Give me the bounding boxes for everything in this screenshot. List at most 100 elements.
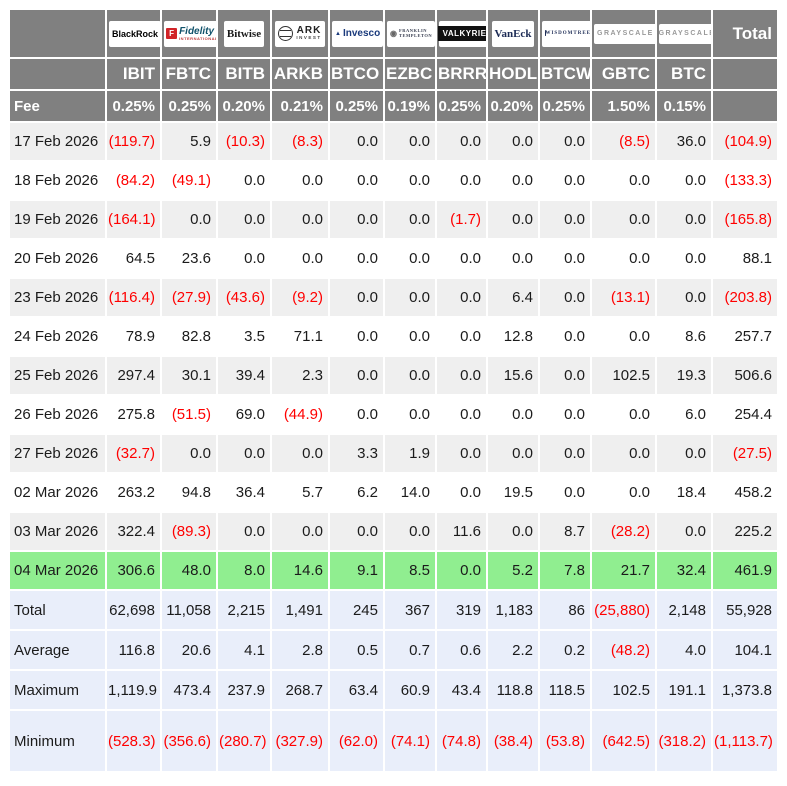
value-cell: 0.0	[435, 121, 488, 162]
value-cell: 0.0	[486, 394, 540, 435]
ticker-arkb: ARKB	[270, 57, 330, 91]
value-cell: 0.0	[538, 394, 592, 435]
summary-value-cell: (48.2)	[590, 629, 657, 671]
value-cell: (133.3)	[711, 160, 779, 201]
date-cell: 27 Feb 2026	[8, 433, 107, 474]
data-row-04-mar-2026: 04 Mar 2026 306.6 48.0 8.0 14.6 9.1 8.5 0.0 5.2 7…	[8, 550, 779, 591]
logo-cell-bitb: Bitwise	[216, 8, 272, 59]
data-row-26-feb-2026: 26 Feb 2026 275.8 (51.5) 69.0 (44.9) 0.0 0.0 0.…	[8, 394, 779, 435]
value-cell: 0.0	[538, 238, 592, 279]
value-cell: 0.0	[486, 511, 540, 552]
value-cell: 0.0	[590, 316, 657, 357]
invesco-icon: ▲	[335, 30, 341, 37]
vaneck-logo: VanEck	[491, 20, 535, 47]
data-row-03-mar-2026: 03 Mar 2026 322.4 (89.3) 0.0 0.0 0.0 0.0 11.6 0.…	[8, 511, 779, 552]
summary-value-cell: 118.5	[538, 669, 592, 711]
value-cell: 0.0	[216, 511, 272, 552]
value-cell: 8.0	[216, 550, 272, 591]
date-cell: 25 Feb 2026	[8, 355, 107, 396]
franklin-logo-text: FRANKLIN TEMPLETON	[399, 28, 432, 38]
summary-value-cell: (318.2)	[655, 709, 713, 773]
ticker-btc: BTC	[655, 57, 713, 91]
summary-value-cell: (327.9)	[270, 709, 330, 773]
ticker-row: IBIT FBTC BITB ARKB BTCO EZBC BRRR HODL BTCW GBTC…	[8, 57, 779, 91]
fee-gbtc: 1.50%	[590, 89, 657, 123]
summary-value-cell: (53.8)	[538, 709, 592, 773]
fee-brrr: 0.25%	[435, 89, 488, 123]
value-cell: (49.1)	[160, 160, 218, 201]
value-cell: 0.0	[328, 238, 385, 279]
value-cell: 0.0	[435, 355, 488, 396]
logo-cell-arkb: ARK INVEST	[270, 8, 330, 59]
summary-label: Total	[8, 589, 107, 631]
summary-value-cell: 1,491	[270, 589, 330, 631]
ticker-btco: BTCO	[328, 57, 385, 91]
value-cell: 64.5	[105, 238, 162, 279]
invesco-wordmark: Invesco	[342, 28, 381, 39]
value-cell: (43.6)	[216, 277, 272, 318]
value-cell: 0.0	[538, 316, 592, 357]
summary-value-cell: 473.4	[160, 669, 218, 711]
summary-label: Average	[8, 629, 107, 671]
value-cell: (9.2)	[270, 277, 330, 318]
summary-value-cell: 102.5	[590, 669, 657, 711]
fee-row: Fee 0.25% 0.25% 0.20% 0.21% 0.25% 0.19% 0.25% 0.…	[8, 89, 779, 123]
fidelity-icon: F	[166, 28, 178, 39]
fee-arkb: 0.21%	[270, 89, 330, 123]
summary-value-cell: (280.7)	[216, 709, 272, 773]
value-cell: 263.2	[105, 472, 162, 513]
value-cell: 0.0	[538, 472, 592, 513]
value-cell: 0.0	[383, 511, 437, 552]
summary-value-cell: 116.8	[105, 629, 162, 671]
value-cell: 3.5	[216, 316, 272, 357]
data-row-25-feb-2026: 25 Feb 2026 297.4 30.1 39.4 2.3 0.0 0.0 0.0 15.6…	[8, 355, 779, 396]
value-cell: 19.3	[655, 355, 713, 396]
summary-value-cell: 2,148	[655, 589, 713, 631]
data-row-17-feb-2026: 17 Feb 2026 (119.7) 5.9 (10.3) (8.3) 0.0 0.0 0.…	[8, 121, 779, 162]
value-cell: 39.4	[216, 355, 272, 396]
empty-cell	[711, 89, 779, 123]
value-cell: 21.7	[590, 550, 657, 591]
summary-value-cell: (74.8)	[435, 709, 488, 773]
data-row-24-feb-2026: 24 Feb 2026 78.9 82.8 3.5 71.1 0.0 0.0 0.0 12.8 0…	[8, 316, 779, 357]
ark-logo-text: ARK INVEST	[296, 26, 321, 41]
value-cell: 0.0	[655, 433, 713, 474]
fidelity-logo-text: Fidelity INTERNATIONAL	[179, 26, 217, 41]
value-cell: 257.7	[711, 316, 779, 357]
summary-value-cell: 1,119.9	[105, 669, 162, 711]
value-cell: 7.8	[538, 550, 592, 591]
summary-row-total: Total 62,698 11,058 2,215 1,491 245 367 319 1,18…	[8, 589, 779, 631]
fee-btcw: 0.25%	[538, 89, 592, 123]
value-cell: 0.0	[655, 238, 713, 279]
value-cell: 0.0	[328, 511, 385, 552]
grayscale-wordmark: GRAYSCALE	[597, 30, 654, 37]
value-cell: 0.0	[538, 433, 592, 474]
summary-value-cell: 20.6	[160, 629, 218, 671]
ticker-ibit: IBIT	[105, 57, 162, 91]
table-summary: Total 62,698 11,058 2,215 1,491 245 367 319 1,18…	[8, 589, 779, 773]
summary-value-cell: 43.4	[435, 669, 488, 711]
value-cell: 0.0	[216, 160, 272, 201]
value-cell: 254.4	[711, 394, 779, 435]
value-cell: 0.0	[486, 238, 540, 279]
grayscale-wordmark: GRAYSCALE	[658, 30, 712, 37]
logo-row: BlackRock F Fidelity INTERNATIONAL Bitwise AR…	[8, 8, 779, 59]
value-cell: (27.5)	[711, 433, 779, 474]
value-cell: 0.0	[538, 160, 592, 201]
value-cell: (89.3)	[160, 511, 218, 552]
summary-value-cell: 0.6	[435, 629, 488, 671]
value-cell: 0.0	[270, 511, 330, 552]
value-cell: 0.0	[383, 160, 437, 201]
summary-value-cell: 2.8	[270, 629, 330, 671]
summary-value-cell: 0.5	[328, 629, 385, 671]
value-cell: 0.0	[435, 394, 488, 435]
empty-cell	[8, 57, 107, 91]
value-cell: 0.0	[270, 238, 330, 279]
fee-fbtc: 0.25%	[160, 89, 218, 123]
summary-value-cell: 1,183	[486, 589, 540, 631]
value-cell: 8.5	[383, 550, 437, 591]
value-cell: 461.9	[711, 550, 779, 591]
value-cell: 0.0	[383, 199, 437, 240]
fidelity-subtext: INTERNATIONAL	[179, 35, 217, 41]
value-cell: 0.0	[590, 433, 657, 474]
